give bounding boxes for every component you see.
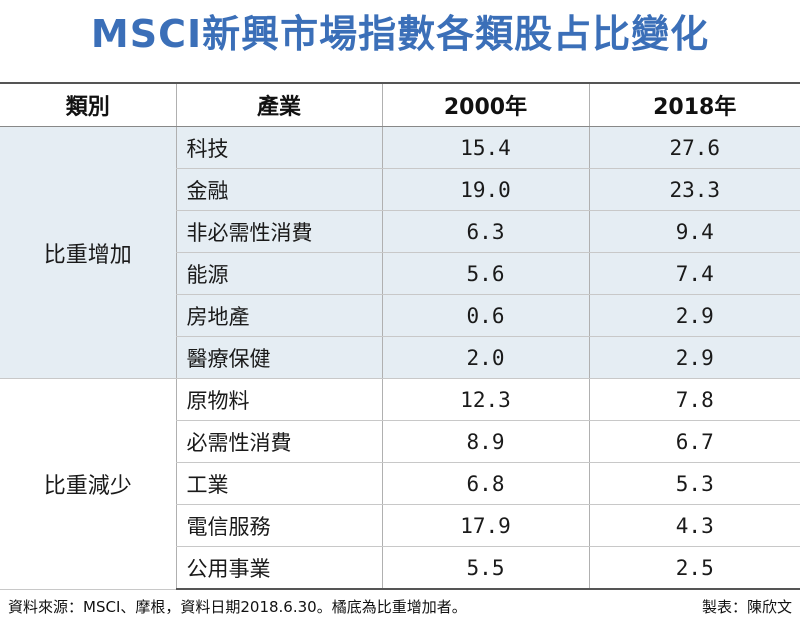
value-2000-cell: 19.0 [381,168,589,211]
table-row: 比重減少 原物料 12.3 7.8 [0,378,800,590]
author-credit: 製表：陳欣文 [701,598,792,616]
value-2000-cell: 2.0 [381,336,589,379]
value-2018-cell: 7.4 [588,252,800,295]
industry-cell: 非必需性消費 [175,210,382,253]
value-2000-cell: 15.4 [381,126,589,169]
header-row: 類別 產業 2000年 2018年 [0,82,800,127]
value-2000-cell: 5.5 [381,546,589,590]
table-row: 比重增加 科技 15.4 27.6 [0,126,800,379]
table-row: 公用事業 5.5 2.5 [0,546,800,590]
value-2000-cell: 5.6 [381,252,589,295]
value-2018-cell: 5.3 [588,462,800,505]
sector-weight-table: 類別 產業 2000年 2018年 比重增加 科技 15.4 27.6 金融 1… [0,82,800,590]
value-2018-cell: 6.7 [588,420,800,463]
value-2000-cell: 17.9 [381,504,589,547]
industry-cell: 能源 [175,252,382,295]
industry-cell: 必需性消費 [175,420,382,463]
table-row: 房地產 0.6 2.9 [0,294,800,337]
table-row: 必需性消費 8.9 6.7 [0,420,800,463]
industry-cell: 原物料 [175,378,382,421]
table-row: 電信服務 17.9 4.3 [0,504,800,547]
category-decrease: 比重減少 [0,378,176,590]
table-row: 能源 5.6 7.4 [0,252,800,295]
industry-cell: 醫療保健 [175,336,382,379]
value-2018-cell: 7.8 [588,378,800,421]
value-2018-cell: 9.4 [588,210,800,253]
table-row: 醫療保健 2.0 2.9 [0,336,800,379]
header-industry: 產業 [175,82,382,127]
value-2018-cell: 23.3 [588,168,800,211]
industry-cell: 房地產 [175,294,382,337]
header-year-2000: 2000年 [381,82,589,127]
source-note: 資料來源：MSCI、摩根，資料日期2018.6.30。橘底為比重增加者。 [8,598,467,616]
industry-cell: 公用事業 [175,546,382,590]
category-increase: 比重增加 [0,126,176,379]
chart-title: MSCI新興市場指數各類股占比變化 [90,12,710,56]
industry-cell: 科技 [175,126,382,169]
value-2018-cell: 2.9 [588,294,800,337]
value-2000-cell: 0.6 [381,294,589,337]
value-2018-cell: 2.9 [588,336,800,379]
value-2000-cell: 8.9 [381,420,589,463]
value-2018-cell: 2.5 [588,546,800,590]
header-year-2018: 2018年 [588,82,800,127]
value-2000-cell: 12.3 [381,378,589,421]
value-2000-cell: 6.8 [381,462,589,505]
table-row: 工業 6.8 5.3 [0,462,800,505]
value-2018-cell: 27.6 [588,126,800,169]
value-2000-cell: 6.3 [381,210,589,253]
header-category: 類別 [0,82,176,127]
industry-cell: 工業 [175,462,382,505]
table-row: 非必需性消費 6.3 9.4 [0,210,800,253]
industry-cell: 金融 [175,168,382,211]
table-row: 金融 19.0 23.3 [0,168,800,211]
footer: 資料來源：MSCI、摩根，資料日期2018.6.30。橘底為比重增加者。 製表：… [8,594,792,620]
value-2018-cell: 4.3 [588,504,800,547]
industry-cell: 電信服務 [175,504,382,547]
